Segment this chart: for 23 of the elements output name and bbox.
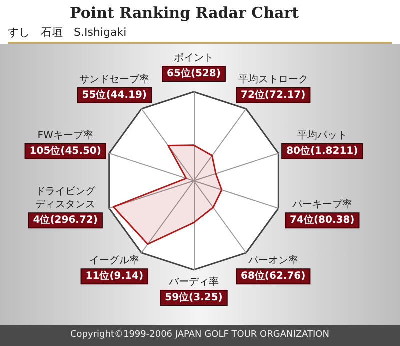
- text: 65位(528): [167, 68, 221, 80]
- text: 59位(3.25): [165, 292, 223, 304]
- chart-subtitle: すし 石垣 S.Ishigaki: [8, 25, 127, 40]
- text: 80位(1.8211): [286, 146, 358, 157]
- text: 105位(45.50): [30, 146, 102, 157]
- spoke-label: ポイント: [174, 53, 214, 64]
- spoke-label: FWキープ率: [38, 129, 94, 142]
- text: 55位(44.19): [82, 90, 147, 101]
- text: 4位(296.72): [33, 215, 98, 226]
- spoke-label: パーキープ率: [291, 198, 352, 211]
- spoke-label: パーオン率: [247, 254, 298, 267]
- spoke-label: 平均ストローク: [238, 73, 308, 86]
- text: 74位(80.38): [290, 215, 355, 226]
- spoke-label: 平均パット: [297, 129, 348, 142]
- spoke-label: サンドセーブ率: [80, 73, 150, 86]
- text: 68位(62.76): [241, 271, 306, 282]
- text: 72位(72.17): [241, 90, 306, 101]
- spoke-label: バーディ率: [168, 276, 219, 288]
- spoke-label: ドライビングディスタンス: [36, 186, 97, 211]
- chart-title: Point Ranking Radar Chart: [70, 4, 300, 22]
- spoke-label: イーグル率: [90, 254, 140, 267]
- text: 11位(9.14): [86, 271, 144, 282]
- text: Copyright©1999-2006 JAPAN GOLF TOUR ORGANIZATION: [0, 325, 400, 346]
